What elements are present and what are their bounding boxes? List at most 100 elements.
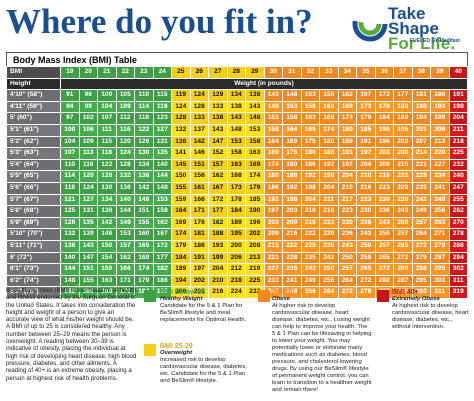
weight: 230 (337, 216, 357, 230)
weight: 218 (448, 135, 468, 149)
weight: 243 (374, 216, 394, 230)
weight: 235 (300, 251, 320, 265)
weight: 220 (430, 147, 450, 160)
weight: 236 (337, 228, 357, 241)
height: 6'3" (75") (6, 286, 61, 299)
weight: 208 (189, 286, 209, 299)
weight: 236 (319, 239, 339, 253)
table-row: 5'11" (71") 136 143 150 157 165 172 179 186 193 20… (6, 239, 468, 253)
weight: 272 (393, 251, 413, 265)
weight: 160 (134, 228, 154, 241)
weight: 135 (78, 216, 98, 230)
weight: 249 (411, 205, 431, 218)
weight: 222 (300, 228, 320, 241)
weight: 196 (245, 216, 265, 230)
weight: 197 (356, 147, 376, 160)
legend-text: Increased risk to develop cardiovascular… (160, 357, 248, 384)
weight: 219 (245, 263, 265, 276)
table-row: 5'6" (66") 118 124 130 136 142 148 155 161 167 173… (6, 181, 468, 195)
weight: 186 (337, 135, 357, 149)
table-row: 5'8" (68") 125 131 138 144 151 158 164 171 177 184… (6, 205, 468, 218)
weight: 223 (374, 181, 394, 195)
weight: 204 (448, 112, 468, 125)
legend-text: At highest risk to develop cardiovascula… (392, 303, 469, 330)
weight: 132 (115, 170, 135, 183)
weight: 162 (115, 251, 135, 265)
weight: 186 (282, 170, 302, 183)
weight: 96 (78, 89, 98, 102)
height: 5'1" (61") (6, 123, 61, 137)
bmi-value: 21 (97, 66, 117, 79)
weight: 182 (208, 216, 228, 230)
height: 6'2" (74") (6, 274, 61, 288)
weight: 155 (134, 216, 154, 230)
weight: 158 (300, 100, 320, 114)
weight: 142 (97, 216, 117, 230)
weight: 172 (152, 239, 172, 253)
weight: 209 (282, 216, 302, 230)
bmi-label: BMI (6, 66, 61, 79)
weight: 114 (134, 100, 154, 114)
weight: 197 (263, 205, 283, 218)
weight: 162 (152, 216, 172, 230)
weight: 262 (448, 205, 468, 218)
weight: 223 (319, 216, 339, 230)
weight: 194 (171, 274, 191, 288)
weight: 116 (78, 158, 98, 172)
weight: 264 (337, 274, 357, 288)
weight: 106 (78, 123, 98, 137)
weight: 136 (60, 239, 80, 253)
weight: 196 (374, 135, 394, 149)
weight: 216 (208, 286, 228, 299)
legend-subtitle: Overweight (160, 350, 193, 356)
weight: 180 (263, 170, 283, 183)
weight: 184 (171, 251, 191, 265)
weight: 272 (411, 239, 431, 253)
weight: 118 (134, 112, 154, 125)
weight: 152 (208, 147, 228, 160)
table-row: 4'10" (58") 91 96 100 105 110 115 119 124 129 134 1… (6, 89, 468, 102)
bmi-value: 25 (171, 66, 191, 79)
weight: 153 (263, 112, 283, 125)
weight: 302 (448, 263, 468, 276)
weight: 91 (60, 89, 80, 102)
weight: 163 (245, 147, 265, 160)
weight: 257 (337, 263, 357, 276)
weight: 189 (226, 216, 246, 230)
weight: 138 (208, 112, 228, 125)
weight: 279 (356, 286, 376, 299)
weight: 235 (411, 181, 431, 195)
weight: 144 (152, 170, 172, 183)
weight: 229 (393, 181, 413, 195)
bmi-value: 26 (189, 66, 209, 79)
weight: 209 (263, 228, 283, 241)
weight: 195 (226, 228, 246, 241)
table-row: 5'5" (65") 114 120 126 132 138 144 150 156 162 168… (6, 170, 468, 183)
weight: 232 (448, 158, 468, 172)
weight: 143 (226, 112, 246, 125)
weight: 140 (115, 193, 135, 207)
weight: 133 (208, 100, 228, 114)
weight: 174 (319, 123, 339, 137)
weight: 140 (152, 158, 172, 172)
weight: 203 (282, 205, 302, 218)
weight: 110 (60, 158, 80, 172)
weight: 265 (393, 239, 413, 253)
weight: 179 (171, 239, 191, 253)
weight: 216 (300, 216, 320, 230)
weight: 215 (393, 158, 413, 172)
weight: 124 (78, 181, 98, 195)
weight: 102 (78, 112, 98, 125)
weight: 248 (282, 286, 302, 299)
weight: 204 (319, 181, 339, 195)
weight: 265 (374, 251, 394, 265)
weight: 249 (430, 193, 450, 207)
weight: 172 (374, 89, 394, 102)
weight: 250 (319, 263, 339, 276)
weight: 174 (171, 228, 191, 241)
legend-swatch (377, 290, 389, 302)
weight: 197 (337, 158, 357, 172)
table-row: 6'1" (73") 144 151 159 166 174 182 189 197 204 212… (6, 263, 468, 276)
weight: 178 (226, 193, 246, 207)
bmi-value: 37 (393, 66, 413, 79)
